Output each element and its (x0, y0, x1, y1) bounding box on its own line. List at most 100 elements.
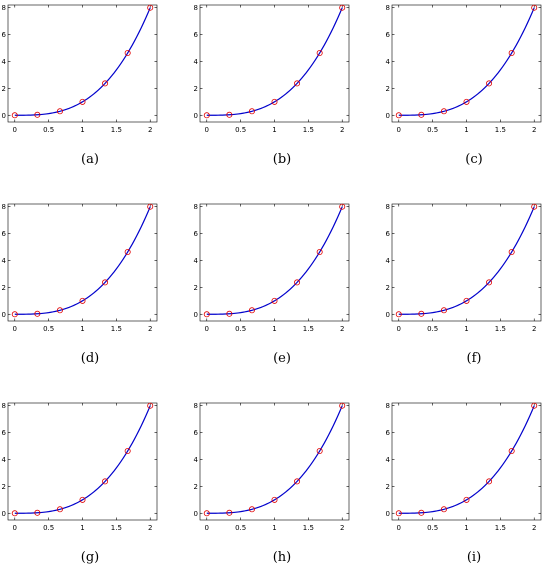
subplot-caption: (a) (81, 152, 99, 167)
subplot-g: 0 0.5 1 1.5 2 0 2 4 6 8 (g) (0, 398, 180, 588)
x-tick-label: 2 (532, 126, 536, 134)
x-tick-label: 0.5 (427, 325, 438, 333)
data-point-marker (102, 80, 109, 87)
data-point-marker (294, 478, 301, 485)
data-point-marker (34, 310, 41, 317)
x-tick-label: 1 (464, 325, 468, 333)
data-point-marker (203, 510, 210, 517)
subplot-caption: (e) (273, 351, 291, 366)
y-tick-label: 2 (386, 85, 390, 93)
y-tick-label: 4 (194, 257, 199, 265)
x-tick-label: 1 (80, 126, 84, 134)
data-point-marker (248, 108, 255, 115)
data-point-marker (395, 112, 402, 119)
data-point-marker (339, 203, 346, 210)
subplot-caption: (h) (272, 550, 292, 565)
y-tick-label: 8 (194, 203, 198, 211)
y-tick-label: 0 (2, 311, 6, 319)
y-tick-label: 6 (2, 429, 7, 437)
data-point-marker (271, 297, 278, 304)
plot-svg: 0 0.5 1 1.5 2 0 2 4 6 8 (386, 402, 542, 532)
y-tick-label: 0 (2, 510, 6, 518)
x-tick-label: 1 (272, 524, 276, 532)
x-tick-label: 0 (397, 325, 401, 333)
data-point-marker (316, 249, 323, 256)
series-line (206, 405, 343, 514)
y-tick-label: 6 (194, 429, 199, 437)
plot-svg: 0 0.5 1 1.5 2 0 2 4 6 8 (194, 4, 350, 134)
data-point-marker (56, 108, 63, 115)
data-point-marker (440, 506, 447, 513)
data-point-marker (531, 4, 538, 11)
data-point-marker (508, 448, 515, 455)
data-point-marker (56, 307, 63, 314)
data-point-marker (531, 203, 538, 210)
subplot-h: 0 0.5 1 1.5 2 0 2 4 6 8 (h) (192, 398, 372, 588)
plot-svg: 0 0.5 1 1.5 2 0 2 4 6 8 (386, 4, 542, 134)
data-point-marker (440, 108, 447, 115)
data-point-marker (294, 80, 301, 87)
y-tick-label: 6 (386, 31, 391, 39)
x-tick-label: 0 (397, 524, 401, 532)
data-point-marker (508, 50, 515, 57)
y-tick-label: 8 (2, 203, 6, 211)
x-tick-label: 2 (532, 524, 536, 532)
x-tick-label: 0 (397, 126, 401, 134)
y-tick-label: 4 (2, 58, 7, 66)
data-point-marker (339, 4, 346, 11)
y-tick-label: 2 (194, 85, 198, 93)
y-tick-label: 8 (194, 4, 198, 12)
x-tick-label: 0 (13, 126, 17, 134)
subplot-i: 0 0.5 1 1.5 2 0 2 4 6 8 (i) (384, 398, 550, 588)
y-tick-label: 8 (386, 402, 390, 410)
y-tick-label: 8 (386, 203, 390, 211)
y-tick-label: 4 (194, 58, 199, 66)
y-tick-label: 0 (386, 510, 390, 518)
data-point-marker (226, 111, 233, 118)
series-line (398, 7, 535, 116)
data-point-marker (56, 506, 63, 513)
y-tick-label: 0 (386, 112, 390, 120)
x-tick-label: 1 (80, 524, 84, 532)
data-point-marker (203, 311, 210, 318)
x-tick-label: 1.5 (495, 325, 506, 333)
y-tick-label: 0 (194, 510, 198, 518)
subplot-caption: (g) (80, 550, 100, 565)
y-tick-label: 6 (386, 429, 391, 437)
data-point-marker (486, 478, 493, 485)
data-point-marker (203, 112, 210, 119)
x-tick-label: 2 (532, 325, 536, 333)
data-point-marker (147, 203, 154, 210)
x-tick-label: 2 (340, 524, 344, 532)
subplot-e: 0 0.5 1 1.5 2 0 2 4 6 8 (e) (192, 199, 372, 389)
data-point-marker (418, 111, 425, 118)
data-point-marker (316, 50, 323, 57)
x-tick-label: 1.5 (303, 524, 314, 532)
data-point-marker (11, 510, 18, 517)
subplot-f: 0 0.5 1 1.5 2 0 2 4 6 8 (f) (384, 199, 550, 389)
series-line (398, 206, 535, 315)
x-tick-label: 1.5 (495, 126, 506, 134)
y-tick-label: 4 (386, 257, 391, 265)
x-tick-label: 0.5 (235, 325, 246, 333)
subplot-caption: (b) (272, 152, 292, 167)
data-point-marker (79, 297, 86, 304)
subplot-d: 0 0.5 1 1.5 2 0 2 4 6 8 (d) (0, 199, 180, 389)
y-tick-label: 0 (386, 311, 390, 319)
data-point-marker (248, 307, 255, 314)
x-tick-label: 0.5 (427, 126, 438, 134)
y-tick-label: 2 (386, 483, 390, 491)
series-line (14, 405, 151, 514)
x-tick-label: 1 (272, 126, 276, 134)
x-tick-label: 0.5 (43, 325, 54, 333)
y-tick-label: 8 (386, 4, 390, 12)
y-tick-label: 6 (194, 230, 199, 238)
data-point-marker (418, 310, 425, 317)
data-point-marker (486, 80, 493, 87)
x-tick-label: 1 (464, 524, 468, 532)
x-tick-label: 1 (464, 126, 468, 134)
data-point-marker (11, 311, 18, 318)
x-tick-label: 0.5 (235, 126, 246, 134)
x-tick-label: 0 (205, 126, 209, 134)
x-tick-label: 2 (148, 126, 152, 134)
